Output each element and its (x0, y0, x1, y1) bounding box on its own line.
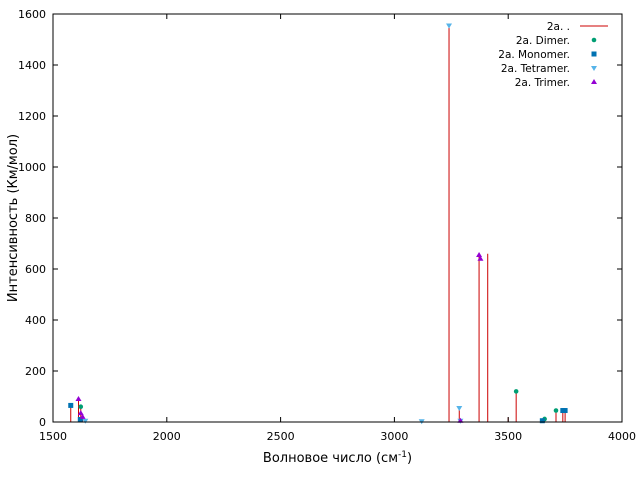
x-axis-label-main: Волновое число (см (263, 451, 398, 466)
legend: 2a. . 2a. Dimer. 2a. Monomer. 2a. Tetramer.… (498, 21, 608, 89)
x-tick-label: 2500 (267, 430, 295, 443)
data-point (82, 418, 89, 424)
x-tick-label: 2000 (153, 430, 181, 443)
x-tick-label: 4000 (608, 430, 636, 443)
data-point (457, 417, 464, 423)
data-point (79, 413, 86, 419)
y-axis-label: Интенсивность (Км/мол) (6, 134, 21, 302)
legend-label: 2a. Trimer. (515, 77, 570, 89)
y-tick-label: 1200 (18, 110, 46, 123)
y-tick-label: 1400 (18, 59, 46, 72)
y-tick-label: 1600 (18, 8, 46, 21)
data-point (75, 396, 82, 402)
data-point (539, 418, 545, 424)
x-axis-label: Волновое число (см-1) (263, 450, 412, 466)
legend-symbol (591, 79, 597, 84)
x-tick-label: 3500 (494, 430, 522, 443)
stick-lines (70, 25, 566, 422)
y-tick-label: 400 (25, 314, 46, 327)
legend-symbol (591, 66, 597, 71)
data-point (553, 408, 559, 413)
data-markers (68, 23, 568, 425)
data-point (477, 255, 484, 261)
axis-ticks: 1500 2000 2500 3000 3500 4000 0 200 400 600 800 100… (18, 8, 636, 443)
legend-symbol (591, 51, 597, 57)
legend-label: 2a. Tetramer. (501, 63, 570, 75)
legend-label: 2a. Dimer. (516, 35, 570, 47)
y-tick-label: 200 (25, 365, 46, 378)
data-point (77, 410, 84, 416)
x-tick-label: 3000 (380, 430, 408, 443)
data-point (446, 23, 453, 29)
x-axis-label-suffix: ) (407, 451, 412, 466)
x-axis-label-sup: -1 (398, 450, 407, 460)
data-point (476, 251, 483, 257)
legend-label: 2a. . (547, 21, 570, 33)
x-tick-label: 1500 (39, 430, 67, 443)
y-tick-label: 600 (25, 263, 46, 276)
data-point (513, 389, 519, 394)
y-tick-label: 0 (39, 416, 46, 429)
data-point (68, 402, 74, 408)
legend-symbol (591, 37, 597, 43)
data-point (456, 405, 463, 411)
legend-label: 2a. Monomer. (498, 49, 570, 61)
y-tick-label: 1000 (18, 161, 46, 174)
y-tick-label: 800 (25, 212, 46, 225)
data-point (562, 408, 568, 414)
data-point (78, 404, 84, 410)
data-point (77, 416, 83, 422)
plot-frame (52, 13, 623, 423)
